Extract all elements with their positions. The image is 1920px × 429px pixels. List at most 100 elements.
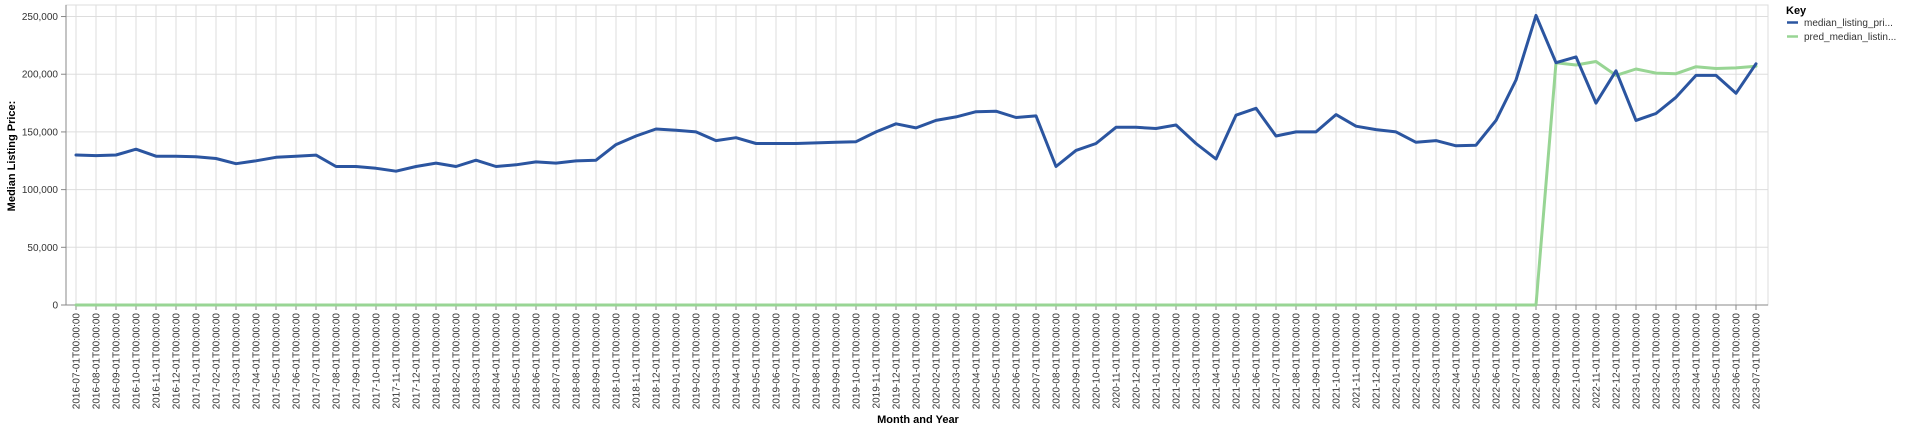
x-tick-label: 2022-09-01T00:00:00 bbox=[1552, 313, 1563, 410]
x-tick-label: 2020-02-01T00:00:00 bbox=[932, 313, 943, 410]
x-tick-label: 2017-03-01T00:00:00 bbox=[232, 313, 243, 410]
series-line-predicted bbox=[74, 60, 1758, 307]
x-tick-label: 2020-07-01T00:00:00 bbox=[1032, 313, 1043, 410]
x-tick-label: 2020-10-01T00:00:00 bbox=[1092, 313, 1103, 410]
plot-frame bbox=[65, 4, 1769, 306]
x-tick-label: 2016-07-01T00:00:00 bbox=[72, 313, 83, 410]
x-tick-label: 2023-06-01T00:00:00 bbox=[1732, 313, 1743, 410]
y-axis-title: Median Listing Price: bbox=[6, 101, 18, 212]
x-tick-label: 2019-04-01T00:00:00 bbox=[732, 313, 743, 410]
x-tick-label: 2019-10-01T00:00:00 bbox=[852, 313, 863, 410]
x-tick-label: 2018-02-01T00:00:00 bbox=[452, 313, 463, 410]
x-tick-label: 2017-06-01T00:00:00 bbox=[292, 313, 303, 410]
series-layer bbox=[74, 13, 1758, 307]
x-tick-label: 2023-01-01T00:00:00 bbox=[1632, 313, 1643, 410]
x-tick-label: 2020-04-01T00:00:00 bbox=[972, 313, 983, 410]
legend: Key median_listing_pri... pred_median_lis… bbox=[1786, 5, 1896, 43]
x-tick-label: 2021-05-01T00:00:00 bbox=[1232, 313, 1243, 410]
x-tick-label: 2021-11-01T00:00:00 bbox=[1352, 313, 1363, 409]
plot-border bbox=[65, 4, 1769, 306]
x-tick-label: 2018-05-01T00:00:00 bbox=[512, 313, 523, 410]
x-axis-title: Month and Year bbox=[877, 414, 959, 426]
x-tick-label: 2017-08-01T00:00:00 bbox=[332, 313, 343, 410]
x-tick-label: 2022-07-01T00:00:00 bbox=[1512, 313, 1523, 410]
x-tick-label: 2020-12-01T00:00:00 bbox=[1132, 313, 1143, 410]
x-tick-label: 2022-01-01T00:00:00 bbox=[1392, 313, 1403, 410]
x-tick-label: 2022-02-01T00:00:00 bbox=[1412, 313, 1423, 410]
x-tick-label: 2022-06-01T00:00:00 bbox=[1492, 313, 1503, 410]
legend-title: Key bbox=[1786, 5, 1807, 17]
x-tick-label: 2021-01-01T00:00:00 bbox=[1152, 313, 1163, 410]
y-axis: 0 50,000 100,000 150,000 200,000 250,000 bbox=[22, 5, 67, 312]
legend-label: pred_median_listin... bbox=[1804, 32, 1896, 43]
x-tick-label: 2017-11-01T00:00:00 bbox=[392, 313, 403, 409]
x-tick-label: 2017-10-01T00:00:00 bbox=[372, 313, 383, 410]
y-tick-label: 250,000 bbox=[22, 12, 59, 23]
x-tick-label: 2016-10-01T00:00:00 bbox=[132, 313, 143, 410]
x-tick-label: 2018-07-01T00:00:00 bbox=[552, 313, 563, 410]
x-tick-label: 2021-12-01T00:00:00 bbox=[1372, 313, 1383, 410]
x-tick-label: 2018-11-01T00:00:00 bbox=[632, 313, 643, 409]
x-tick-label: 2023-02-01T00:00:00 bbox=[1652, 313, 1663, 410]
x-tick-label: 2021-10-01T00:00:00 bbox=[1332, 313, 1343, 410]
x-tick-label: 2022-03-01T00:00:00 bbox=[1432, 313, 1443, 410]
x-tick-label: 2022-08-01T00:00:00 bbox=[1532, 313, 1543, 410]
x-tick-label: 2018-01-01T00:00:00 bbox=[432, 313, 443, 410]
x-tick-label: 2020-01-01T00:00:00 bbox=[912, 313, 923, 410]
x-tick-label: 2018-12-01T00:00:00 bbox=[652, 313, 663, 410]
x-tick-label: 2021-03-01T00:00:00 bbox=[1192, 313, 1203, 410]
x-tick-label: 2017-02-01T00:00:00 bbox=[212, 313, 223, 410]
x-tick-label: 2019-11-01T00:00:00 bbox=[872, 313, 883, 409]
x-tick-label: 2023-05-01T00:00:00 bbox=[1712, 313, 1723, 410]
x-tick-label: 2020-08-01T00:00:00 bbox=[1052, 313, 1063, 410]
x-tick-label: 2018-08-01T00:00:00 bbox=[572, 313, 583, 410]
x-tick-label: 2022-05-01T00:00:00 bbox=[1472, 313, 1483, 410]
series-line-actual bbox=[74, 13, 1758, 173]
x-axis: 2016-07-01T00:00:00 2016-08-01T00:00:00 20… bbox=[66, 304, 1768, 410]
x-tick-label: 2021-07-01T00:00:00 bbox=[1272, 313, 1283, 410]
x-tick-label: 2022-11-01T00:00:00 bbox=[1592, 313, 1603, 409]
x-tick-label: 2019-02-01T00:00:00 bbox=[692, 313, 703, 410]
legend-label: median_listing_pri... bbox=[1804, 18, 1893, 29]
x-tick-label: 2018-09-01T00:00:00 bbox=[592, 313, 603, 410]
y-tick-label: 50,000 bbox=[27, 243, 58, 254]
x-tick-label: 2017-09-01T00:00:00 bbox=[352, 313, 363, 410]
x-tick-label: 2018-06-01T00:00:00 bbox=[532, 313, 543, 410]
x-tick-label: 2020-06-01T00:00:00 bbox=[1012, 313, 1023, 410]
x-tick-label: 2019-08-01T00:00:00 bbox=[812, 313, 823, 410]
x-tick-label: 2022-10-01T00:00:00 bbox=[1572, 313, 1583, 410]
x-tick-label: 2016-08-01T00:00:00 bbox=[92, 313, 103, 410]
x-tick-label: 2020-09-01T00:00:00 bbox=[1072, 313, 1083, 410]
x-tick-label: 2016-09-01T00:00:00 bbox=[112, 313, 123, 410]
x-tick-label: 2017-05-01T00:00:00 bbox=[272, 313, 283, 410]
x-tick-label: 2017-12-01T00:00:00 bbox=[412, 313, 423, 410]
grid-lines bbox=[66, 5, 1768, 306]
x-tick-label: 2019-03-01T00:00:00 bbox=[712, 313, 723, 410]
x-tick-label: 2023-07-01T00:00:00 bbox=[1752, 313, 1763, 410]
x-tick-label: 2020-11-01T00:00:00 bbox=[1112, 313, 1123, 409]
x-tick-label: 2023-04-01T00:00:00 bbox=[1692, 313, 1703, 410]
x-tick-label: 2017-01-01T00:00:00 bbox=[192, 313, 203, 410]
x-tick-label: 2022-12-01T00:00:00 bbox=[1612, 313, 1623, 410]
x-tick-label: 2018-04-01T00:00:00 bbox=[492, 313, 503, 410]
x-tick-label: 2019-05-01T00:00:00 bbox=[752, 313, 763, 410]
y-tick-label: 150,000 bbox=[22, 127, 59, 138]
x-tick-label: 2016-11-01T00:00:00 bbox=[152, 313, 163, 409]
x-tick-label: 2021-02-01T00:00:00 bbox=[1172, 313, 1183, 410]
x-tick-label: 2021-09-01T00:00:00 bbox=[1312, 313, 1323, 410]
x-tick-label: 2019-07-01T00:00:00 bbox=[792, 313, 803, 410]
x-tick-label: 2017-07-01T00:00:00 bbox=[312, 313, 323, 410]
x-tick-label: 2020-05-01T00:00:00 bbox=[992, 313, 1003, 410]
x-tick-label: 2018-10-01T00:00:00 bbox=[612, 313, 623, 410]
x-tick-label: 2019-12-01T00:00:00 bbox=[892, 313, 903, 410]
x-tick-label: 2020-03-01T00:00:00 bbox=[952, 313, 963, 410]
x-tick-label: 2021-08-01T00:00:00 bbox=[1292, 313, 1303, 410]
x-tick-label: 2019-01-01T00:00:00 bbox=[672, 313, 683, 410]
x-tick-label: 2016-12-01T00:00:00 bbox=[172, 313, 183, 410]
y-tick-label: 200,000 bbox=[22, 70, 59, 81]
x-tick-label: 2018-03-01T00:00:00 bbox=[472, 313, 483, 410]
y-tick-label: 0 bbox=[52, 301, 58, 312]
x-tick-label: 2017-04-01T00:00:00 bbox=[252, 313, 263, 410]
x-tick-label: 2019-06-01T00:00:00 bbox=[772, 313, 783, 410]
